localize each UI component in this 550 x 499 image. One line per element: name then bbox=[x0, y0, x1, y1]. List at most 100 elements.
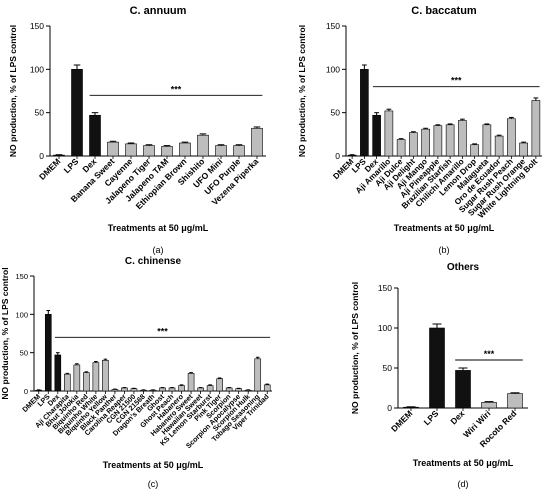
bar-malagueta bbox=[482, 124, 492, 157]
significance-label: *** bbox=[451, 76, 462, 86]
bar-lps bbox=[71, 69, 83, 157]
y-tick-label: 150 bbox=[30, 21, 44, 31]
bar-pink-tiger bbox=[216, 378, 223, 392]
bar-dmem bbox=[347, 154, 357, 157]
significance-label: *** bbox=[484, 349, 495, 359]
bar-habanero bbox=[178, 385, 185, 392]
chart-title: C. baccatum bbox=[411, 5, 477, 17]
chart-title: C. annuum bbox=[130, 5, 187, 17]
bar-vezena-piperka bbox=[251, 127, 263, 157]
y-tick-label: 100 bbox=[378, 323, 392, 333]
bar-lps bbox=[360, 69, 369, 157]
category-label: LPS bbox=[422, 408, 441, 427]
bar-banana-sweet bbox=[107, 141, 119, 157]
bar-biquinho-yellow bbox=[102, 360, 109, 392]
y-tick-label: 50 bbox=[35, 108, 45, 118]
bar-aji-pineapple bbox=[433, 125, 443, 157]
bar-sugar-rush-orange bbox=[519, 142, 528, 157]
bar-ghost bbox=[159, 387, 166, 392]
bar-aji-delight bbox=[409, 132, 418, 157]
bar-lps bbox=[429, 327, 445, 409]
category-label: Dex bbox=[448, 408, 466, 426]
bar-aji-amarillo bbox=[384, 110, 394, 157]
bar-white-lightning-bolt bbox=[531, 100, 541, 157]
bar-lps bbox=[44, 314, 52, 392]
y-axis-label: NO production, % of LPS control bbox=[350, 282, 360, 414]
bar-viper-trinidad bbox=[263, 384, 271, 392]
bar-bhut-jolokia bbox=[73, 364, 81, 392]
bar-ufo-mini bbox=[215, 145, 227, 157]
bar-brazilian-starfish bbox=[445, 124, 455, 157]
bar-scorpion bbox=[225, 387, 233, 392]
y-tick-label: 50 bbox=[331, 108, 341, 118]
bar-rocoto-red bbox=[507, 393, 523, 409]
panel-label: (d) bbox=[458, 479, 469, 489]
y-tick-label: 150 bbox=[326, 21, 340, 31]
y-tick-label: 0 bbox=[24, 387, 28, 396]
bar-carolina-reaper bbox=[121, 387, 128, 392]
panel-label: (a) bbox=[153, 245, 164, 255]
x-axis-label: Treatments at 50 μg/mL bbox=[413, 458, 514, 468]
bar-cgn-21500 bbox=[130, 388, 138, 392]
x-axis-label: Treatments at 50 μg/mL bbox=[394, 223, 495, 233]
y-tick-label: 0 bbox=[335, 151, 340, 161]
bar-chilichi-amarillo bbox=[458, 120, 467, 157]
bar-ethiopian-brown bbox=[179, 142, 191, 157]
y-tick-label: 150 bbox=[378, 283, 392, 293]
bar-wiri-wiri bbox=[481, 402, 497, 409]
x-axis-label: Treatments at 50 μg/mL bbox=[103, 460, 204, 470]
y-tick-label: 100 bbox=[326, 64, 340, 74]
bar-dmem bbox=[53, 154, 65, 157]
chart-panel-1: C. annuum 0 50 100 150 NO production, % of LP… bbox=[8, 5, 266, 255]
bar-dmem bbox=[403, 406, 419, 409]
bar-dex bbox=[54, 354, 62, 392]
bar-dex bbox=[89, 114, 101, 157]
panel-label: (c) bbox=[148, 479, 159, 489]
bar-hawaiian-sweet bbox=[197, 387, 204, 392]
bar-ufo-purple bbox=[233, 145, 245, 157]
bar-jalapeno-tiger bbox=[143, 145, 155, 157]
chart-panel-3: C. chinense 0 50 100 150 NO production, % of … bbox=[0, 256, 272, 489]
y-axis-label: NO production, % of LPS control bbox=[8, 25, 18, 157]
bar-sugar-rush-peach bbox=[507, 118, 516, 157]
y-tick-label: 100 bbox=[30, 64, 44, 74]
bar-oro-de-ecuador bbox=[494, 135, 504, 157]
bar-dex bbox=[372, 114, 381, 157]
panel-label: (b) bbox=[439, 245, 450, 255]
bar-aji-dulce bbox=[396, 139, 406, 157]
y-tick-label: 50 bbox=[20, 349, 28, 358]
y-tick-label: 50 bbox=[383, 363, 393, 373]
bar-aji-charapita bbox=[64, 373, 71, 392]
bar-dex bbox=[455, 370, 471, 409]
bar-shishito bbox=[197, 134, 209, 157]
x-axis-label: Treatments at 50 μg/mL bbox=[108, 223, 209, 233]
bar-tobago-seasoning bbox=[254, 358, 262, 392]
bar-black-panther bbox=[111, 389, 119, 392]
significance-label: *** bbox=[171, 84, 182, 94]
chart-panel-2: C. baccatum 0 50 100 150 NO production, % of … bbox=[297, 5, 542, 255]
bar-ks-lemon-starburst bbox=[206, 385, 214, 392]
bar-aji-mango bbox=[421, 128, 430, 157]
y-tick-label: 0 bbox=[39, 151, 44, 161]
bar-jalapeno-tam bbox=[161, 146, 173, 157]
y-tick-label: 150 bbox=[15, 272, 28, 281]
bar-ghost-peach bbox=[168, 387, 176, 392]
y-axis-label: NO production, % of LPS control bbox=[297, 25, 307, 157]
bar-biquinho-white bbox=[92, 362, 100, 392]
category-label: DMEM bbox=[389, 408, 414, 433]
bar-lemon-drop bbox=[470, 144, 479, 157]
y-tick-label: 0 bbox=[387, 403, 392, 413]
bar-cayenne bbox=[125, 143, 137, 157]
bar-habanero-sweet bbox=[187, 373, 195, 392]
y-tick-label: 100 bbox=[15, 310, 28, 319]
bar-scorpion-apocalypse bbox=[235, 388, 242, 392]
y-axis-label: NO production, % of LPS control bbox=[0, 267, 10, 399]
chart-panel-4: Others 0 50 100 150 NO production, % of LPS c… bbox=[350, 262, 528, 489]
chart-title: C. chinense bbox=[125, 256, 182, 267]
chart-title: Others bbox=[447, 262, 480, 273]
category-label: LPS bbox=[62, 156, 81, 175]
significance-label: *** bbox=[157, 326, 168, 336]
bar-biquinho-red bbox=[83, 372, 90, 392]
